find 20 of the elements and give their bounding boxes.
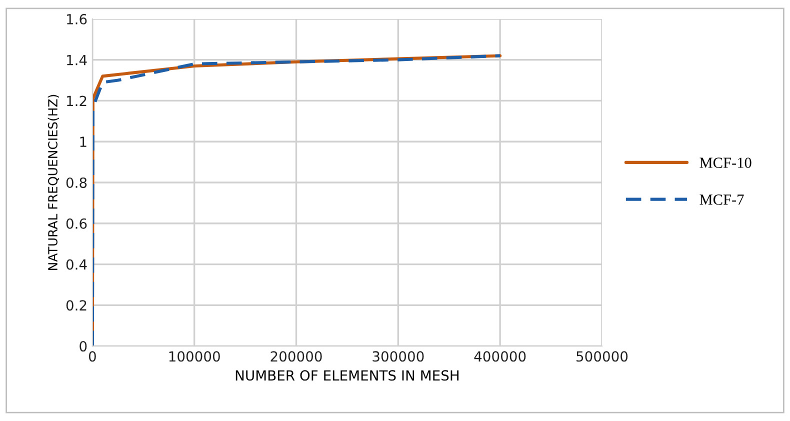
x-tick-label: 300000 <box>372 351 424 362</box>
y-tick-label: 0 <box>80 341 87 352</box>
y-tick-label: 1 <box>80 136 86 147</box>
x-tick-label: 100000 <box>169 351 220 362</box>
y-tick-label: 1.4 <box>67 54 87 66</box>
y-tick-label: 1.2 <box>67 96 86 106</box>
y-tick-label: 0.8 <box>66 177 87 188</box>
y-tick-label: 0.4 <box>66 259 87 270</box>
y-axis-title: NATURAL FREQUENCIES(HZ) <box>48 94 59 270</box>
y-tick-label: 1.6 <box>67 14 87 24</box>
x-axis-title: NUMBER OF ELEMENTS IN MESH <box>236 370 458 381</box>
x-tick-label: 200000 <box>270 351 322 362</box>
x-tick-label: 400000 <box>474 351 526 362</box>
y-tick-label: 0.6 <box>66 218 87 229</box>
x-tick-label: 500000 <box>576 351 628 362</box>
line-series <box>92 54 502 346</box>
y-tick-label: 0.2 <box>66 300 86 311</box>
x-tick-label: 0 <box>88 351 96 362</box>
legend-label: MCF-7 <box>700 194 744 205</box>
legend-label: MCF-10 <box>700 158 752 168</box>
